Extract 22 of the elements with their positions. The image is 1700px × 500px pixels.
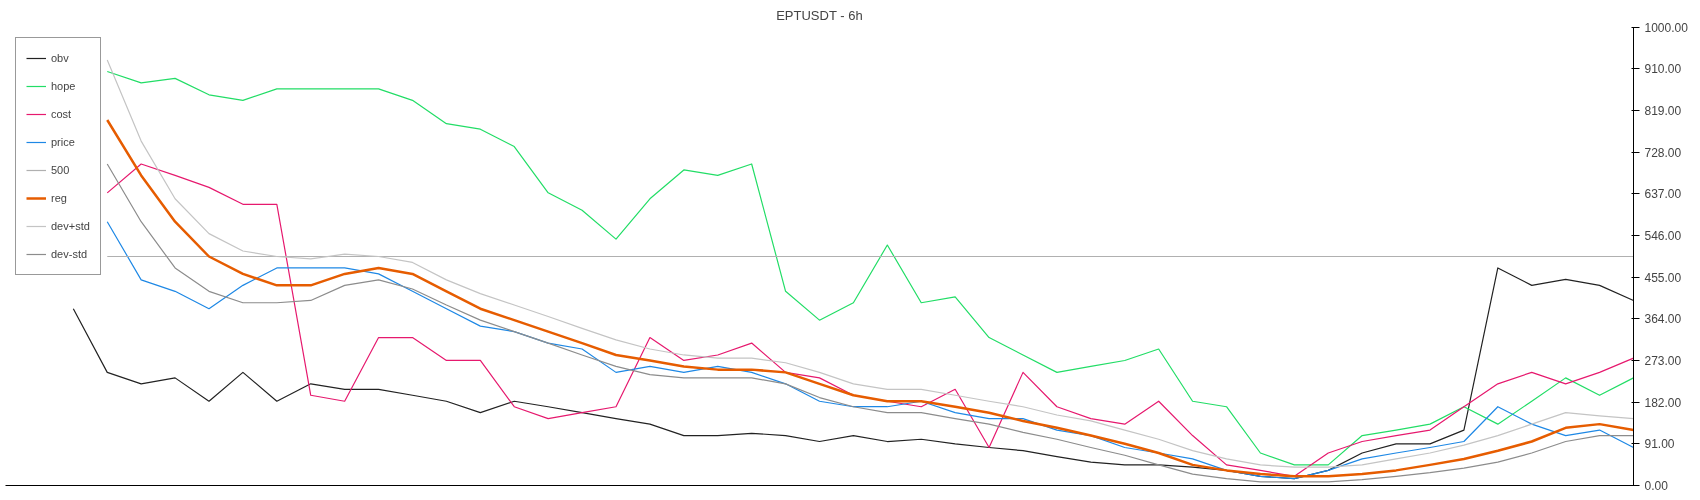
y-tick-label: 182.00 (1644, 395, 1682, 410)
y-tick-label: 637.00 (1644, 187, 1682, 202)
y-tick-label: 910.00 (1644, 62, 1682, 77)
legend-label: hope (51, 80, 76, 92)
y-tick-label: 91.00 (1644, 437, 1675, 452)
y-tick-label: 819.00 (1644, 103, 1682, 118)
y-tick-label: 0.00 (1644, 479, 1669, 493)
y-tick-label: 455.00 (1644, 270, 1682, 285)
y-tick-label: 546.00 (1644, 228, 1682, 243)
legend-label: dev+std (51, 220, 90, 232)
y-tick-label: 1000.00 (1644, 21, 1689, 35)
line-series (106, 221, 1634, 480)
y-tick-label: 364.00 (1644, 312, 1682, 327)
chart-title: EPTUSDT - 6h (776, 7, 863, 23)
legend-label: cost (51, 108, 72, 120)
y-tick-label: 728.00 (1644, 145, 1682, 160)
legend-label: reg (51, 192, 68, 204)
y-tick-label: 273.00 (1644, 353, 1682, 368)
legend-label: obv (51, 52, 70, 64)
legend-label: dev-std (51, 248, 88, 260)
legend-label: 500 (51, 164, 71, 176)
legend-label: price (51, 136, 75, 148)
